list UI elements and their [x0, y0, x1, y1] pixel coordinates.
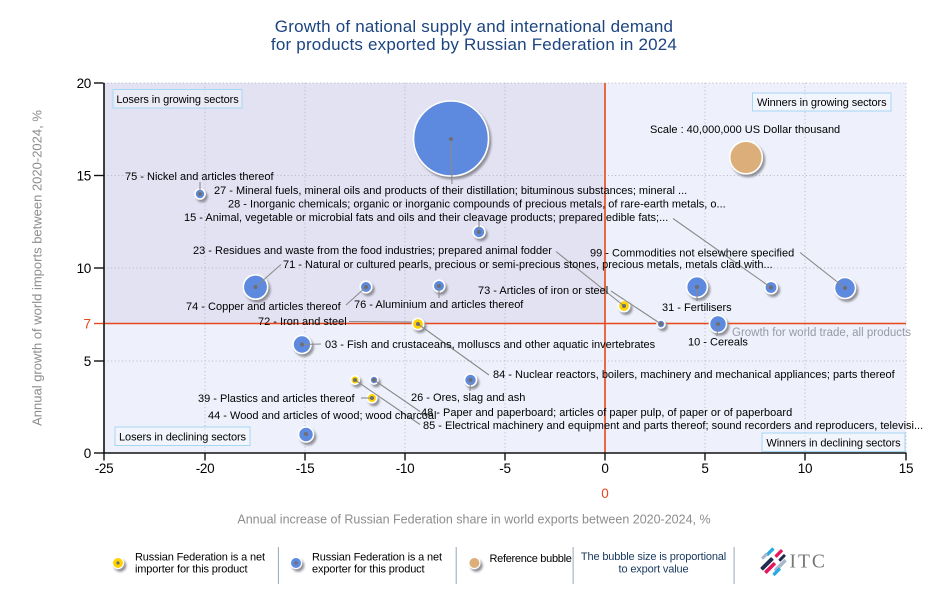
- svg-text:10: 10: [798, 461, 812, 476]
- svg-text:31 - Fertilisers: 31 - Fertilisers: [662, 302, 732, 314]
- svg-text:44 - Wood and articles of wood: 44 - Wood and articles of wood; wood cha…: [208, 410, 436, 422]
- svg-text:-10: -10: [396, 461, 415, 476]
- svg-text:15: 15: [77, 168, 91, 183]
- svg-text:Winners in growing sectors: Winners in growing sectors: [757, 97, 887, 109]
- svg-text:Russian Federation is a net: Russian Federation is a net: [135, 552, 265, 564]
- svg-text:72 - Iron and steel: 72 - Iron and steel: [258, 316, 347, 328]
- svg-text:7: 7: [83, 316, 91, 331]
- svg-text:-5: -5: [499, 461, 510, 476]
- svg-text:26 - Ores, slag and ash: 26 - Ores, slag and ash: [411, 392, 525, 404]
- svg-text:75 - Nickel and articles there: 75 - Nickel and articles thereof: [125, 171, 275, 183]
- svg-text:for products exported by Russi: for products exported by Russian Federat…: [271, 35, 677, 54]
- svg-text:39 - Plastics and articles the: 39 - Plastics and articles thereof: [198, 393, 355, 405]
- svg-text:71 - Natural or cultured pearl: 71 - Natural or cultured pearls, preciou…: [283, 259, 773, 271]
- svg-text:to export value: to export value: [619, 564, 689, 576]
- svg-text:73 - Articles of iron or steel: 73 - Articles of iron or steel: [478, 285, 608, 297]
- svg-text:ITC: ITC: [790, 552, 827, 573]
- svg-text:importer for this product: importer for this product: [135, 564, 247, 576]
- svg-text:exporter for this product: exporter for this product: [312, 564, 425, 576]
- svg-text:84 - Nuclear reactors, boilers: 84 - Nuclear reactors, boilers, machiner…: [493, 369, 896, 381]
- svg-text:48 - Paper and paperboard; art: 48 - Paper and paperboard; articles of p…: [421, 407, 792, 419]
- svg-text:Scale : 40,000,000 US Dollar t: Scale : 40,000,000 US Dollar thousand: [650, 124, 840, 136]
- svg-text:Growth of national supply and: Growth of national supply and internatio…: [275, 17, 673, 36]
- svg-text:Losers in declining sectors: Losers in declining sectors: [119, 431, 247, 443]
- svg-text:15: 15: [899, 461, 913, 476]
- svg-text:5: 5: [84, 354, 91, 369]
- svg-text:5: 5: [701, 461, 708, 476]
- svg-text:28 - Inorganic chemicals; orga: 28 - Inorganic chemicals; organic or ino…: [228, 199, 726, 211]
- svg-text:The bubble size is proportiona: The bubble size is proportional: [581, 551, 726, 563]
- svg-text:74 - Copper and articles there: 74 - Copper and articles thereof: [186, 301, 342, 313]
- svg-text:Growth for world trade, all pr: Growth for world trade, all products: [732, 327, 911, 339]
- svg-text:Losers in growing sectors: Losers in growing sectors: [116, 94, 239, 106]
- svg-text:-15: -15: [296, 461, 315, 476]
- svg-text:0: 0: [601, 461, 608, 476]
- svg-text:85 - Electrical machinery and: 85 - Electrical machinery and equipment …: [423, 420, 923, 432]
- svg-text:Russian Federation is a net: Russian Federation is a net: [312, 552, 442, 564]
- svg-text:Reference bubble: Reference bubble: [490, 553, 572, 565]
- svg-text:23 - Residues and waste from t: 23 - Residues and waste from the food in…: [193, 245, 552, 257]
- svg-text:99 - Commodities not elsewhere: 99 - Commodities not elsewhere specified: [590, 248, 794, 260]
- svg-text:0: 0: [601, 486, 609, 501]
- svg-text:20: 20: [77, 76, 91, 91]
- svg-text:Winners in declining sectors: Winners in declining sectors: [766, 437, 901, 449]
- svg-text:-20: -20: [196, 461, 215, 476]
- svg-text:03 - Fish and crustaceans, mol: 03 - Fish and crustaceans, molluscs and …: [325, 339, 656, 351]
- svg-text:Annual growth of world imports: Annual growth of world imports between 2…: [30, 110, 45, 426]
- svg-text:Annual increase of Russian Fed: Annual increase of Russian Federation sh…: [237, 513, 710, 527]
- svg-text:27 - Mineral fuels, mineral oi: 27 - Mineral fuels, mineral oils and pro…: [214, 185, 687, 197]
- svg-text:0: 0: [84, 446, 91, 461]
- svg-text:15 - Animal, vegetable or micr: 15 - Animal, vegetable or microbial fats…: [184, 212, 668, 224]
- svg-text:-25: -25: [95, 461, 114, 476]
- svg-text:76 - Aluminium and articles th: 76 - Aluminium and articles thereof: [354, 299, 524, 311]
- svg-text:10 - Cereals: 10 - Cereals: [688, 337, 748, 349]
- svg-text:10: 10: [77, 261, 91, 276]
